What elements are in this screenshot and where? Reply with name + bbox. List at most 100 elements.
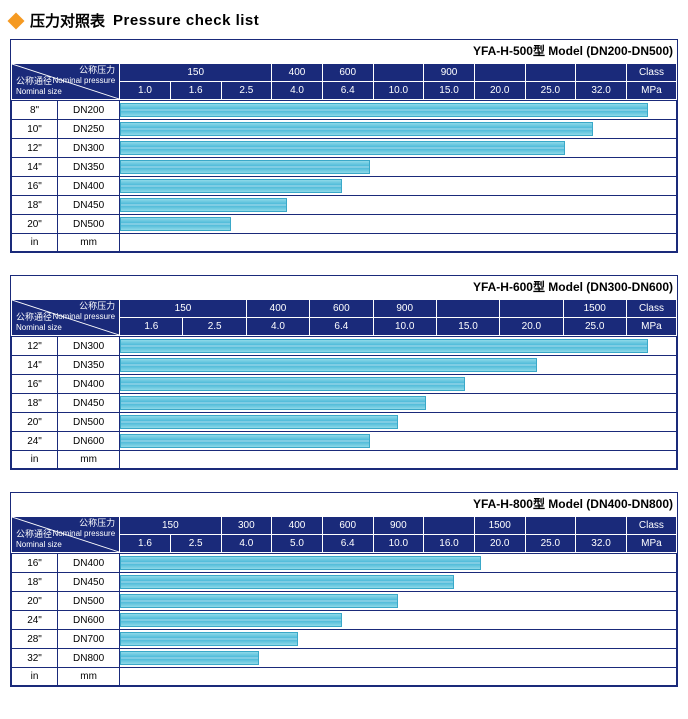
pressure-bar [120,198,287,212]
row-in: 18" [12,196,58,215]
mpa-header-cell: 6.4 [310,318,373,336]
corner-top-cn: 公称压力 [79,65,115,75]
bar-cell [120,196,677,215]
row-in: 16" [12,375,58,394]
class-header-cell [500,300,563,318]
corner-bot-en: Nominal size [16,87,62,96]
row-mm: DN200 [58,101,120,120]
mpa-header-cell: 16.0 [424,535,475,553]
footer-mm: mm [58,668,120,686]
pressure-bar [120,556,481,570]
pressure-bar [120,358,537,372]
mpa-header-cell: 25.0 [525,82,576,100]
pressure-bar [120,179,342,193]
mpa-label: MPa [626,82,676,100]
row-in: 20" [12,592,58,611]
row-mm: DN350 [58,158,120,177]
pressure-bar [120,141,565,155]
mpa-header-cell: 2.5 [170,535,221,553]
class-header-cell: 900 [373,517,424,535]
bar-cell [120,177,677,196]
corner-top-cn: 公称压力 [79,518,115,528]
mpa-label: MPa [626,318,676,336]
pressure-bar [120,217,231,231]
corner-bot-cn: 公称通径 [16,76,52,86]
bar-cell [120,101,677,120]
row-in: 10" [12,120,58,139]
mpa-header-cell: 2.5 [221,82,272,100]
footer-empty [120,668,677,686]
footer-empty [120,451,677,469]
diamond-icon [8,12,25,29]
bar-cell [120,215,677,234]
pressure-bar [120,434,370,448]
class-header-cell: 600 [310,300,373,318]
class-header-cell: 150 [120,64,272,82]
chart-block: YFA-H-800型 Model (DN400-DN800) 公称压力 Nomin… [10,492,678,687]
corner-bot-en: Nominal size [16,540,62,549]
class-header-cell: 1500 [563,300,626,318]
row-in: 24" [12,611,58,630]
row-in: 20" [12,215,58,234]
mpa-header-cell: 20.0 [474,82,525,100]
pressure-bar [120,613,342,627]
class-header-cell: 600 [322,64,373,82]
model-label: YFA-H-800型 Model (DN400-DN800) [11,493,677,516]
class-header-cell: 150 [120,517,221,535]
pressure-bar [120,632,298,646]
mpa-header-cell: 4.0 [221,535,272,553]
class-label: Class [626,64,676,82]
footer-in: in [12,668,58,686]
class-header-cell [373,64,424,82]
footer-mm: mm [58,451,120,469]
page-title: 压力对照表 Pressure check list [10,10,678,31]
class-header-cell [525,64,576,82]
title-en: Pressure check list [113,12,259,29]
class-header-cell: 1500 [474,517,525,535]
class-header-cell [576,517,627,535]
row-mm: DN500 [58,592,120,611]
model-label: YFA-H-500型 Model (DN200-DN500) [11,40,677,63]
row-in: 16" [12,177,58,196]
mpa-header-cell: 20.0 [500,318,563,336]
class-label: Class [626,300,676,318]
class-header-cell: 600 [322,517,373,535]
row-mm: DN500 [58,413,120,432]
pressure-bar [120,103,648,117]
row-mm: DN600 [58,432,120,451]
bar-cell [120,573,677,592]
mpa-header-cell: 1.6 [120,318,183,336]
row-in: 14" [12,356,58,375]
row-in: 20" [12,413,58,432]
row-mm: DN600 [58,611,120,630]
mpa-header-cell: 1.6 [170,82,221,100]
mpa-header-cell: 10.0 [373,82,424,100]
class-header-cell: 300 [221,517,272,535]
footer-in: in [12,234,58,252]
bar-cell [120,432,677,451]
bar-cell [120,649,677,668]
mpa-header-cell: 32.0 [576,535,627,553]
mpa-header-cell: 32.0 [576,82,627,100]
footer-in: in [12,451,58,469]
row-in: 28" [12,630,58,649]
corner-bot-en: Nominal size [16,323,62,332]
title-cn: 压力对照表 [30,10,105,31]
corner-cell: 公称压力Nominal pressure 公称通径Nominal size [12,64,120,100]
bar-cell [120,375,677,394]
mpa-header-cell: 4.0 [246,318,309,336]
row-in: 24" [12,432,58,451]
row-mm: DN400 [58,375,120,394]
corner-top-en: Nominal pressure [52,76,115,85]
class-header-cell [424,517,475,535]
mpa-header-cell: 5.0 [272,535,323,553]
pressure-bar [120,396,426,410]
row-in: 18" [12,394,58,413]
bar-cell [120,158,677,177]
bar-cell [120,611,677,630]
mpa-header-cell: 6.4 [322,82,373,100]
charts-container: YFA-H-500型 Model (DN200-DN500) 公称压力Nomin… [10,39,678,687]
bar-cell [120,592,677,611]
row-in: 12" [12,337,58,356]
row-mm: DN400 [58,554,120,573]
